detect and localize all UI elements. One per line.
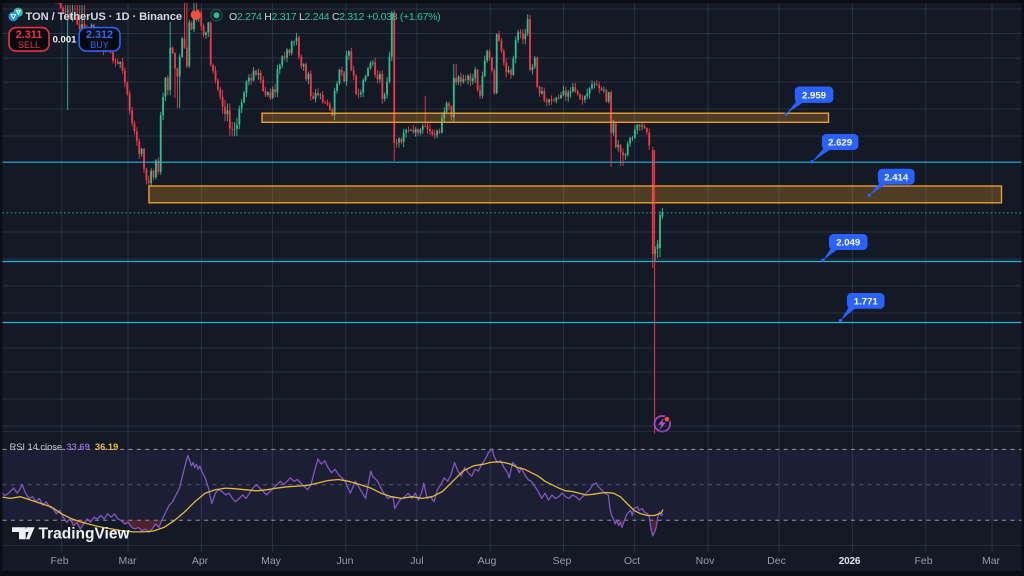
svg-text:TON / TetherUS · 1D · Binance: TON / TetherUS · 1D · Binance (26, 11, 182, 23)
svg-text:Dec: Dec (767, 555, 786, 567)
svg-text:2.959: 2.959 (802, 90, 826, 101)
svg-text:Feb: Feb (914, 555, 932, 567)
svg-text:Aug: Aug (478, 555, 497, 567)
svg-text:2026: 2026 (839, 556, 861, 567)
svg-text:May: May (261, 555, 282, 567)
svg-text:SELL: SELL (18, 40, 40, 50)
svg-text:Mar: Mar (118, 555, 137, 567)
svg-text:RSI 14 close: RSI 14 close (10, 441, 63, 452)
svg-text:1.771: 1.771 (854, 297, 879, 308)
svg-text:Mar: Mar (982, 555, 1001, 567)
svg-text:Jul: Jul (410, 555, 423, 567)
svg-text:Feb: Feb (50, 555, 68, 567)
svg-text:2.311: 2.311 (16, 29, 42, 41)
svg-text:0.001: 0.001 (53, 35, 77, 46)
svg-text:BUY: BUY (90, 40, 109, 50)
svg-text:O2.274 H2.317 L2.244 C2.312 +0: O2.274 H2.317 L2.244 C2.312 +0.038 (+1.6… (229, 11, 440, 23)
svg-text:2.414: 2.414 (884, 172, 909, 183)
svg-text:Apr: Apr (192, 555, 209, 567)
svg-text:2.312: 2.312 (86, 29, 113, 41)
svg-text:Jun: Jun (337, 555, 354, 567)
svg-text:2.049: 2.049 (836, 238, 860, 249)
svg-text:2.629: 2.629 (828, 138, 852, 149)
svg-text:TradingView: TradingView (39, 526, 131, 543)
svg-text:Sep: Sep (553, 555, 572, 567)
svg-text:Nov: Nov (696, 555, 715, 567)
svg-text:Oct: Oct (624, 555, 640, 567)
svg-text:36.19: 36.19 (95, 442, 118, 452)
svg-text:33.69: 33.69 (67, 442, 90, 452)
